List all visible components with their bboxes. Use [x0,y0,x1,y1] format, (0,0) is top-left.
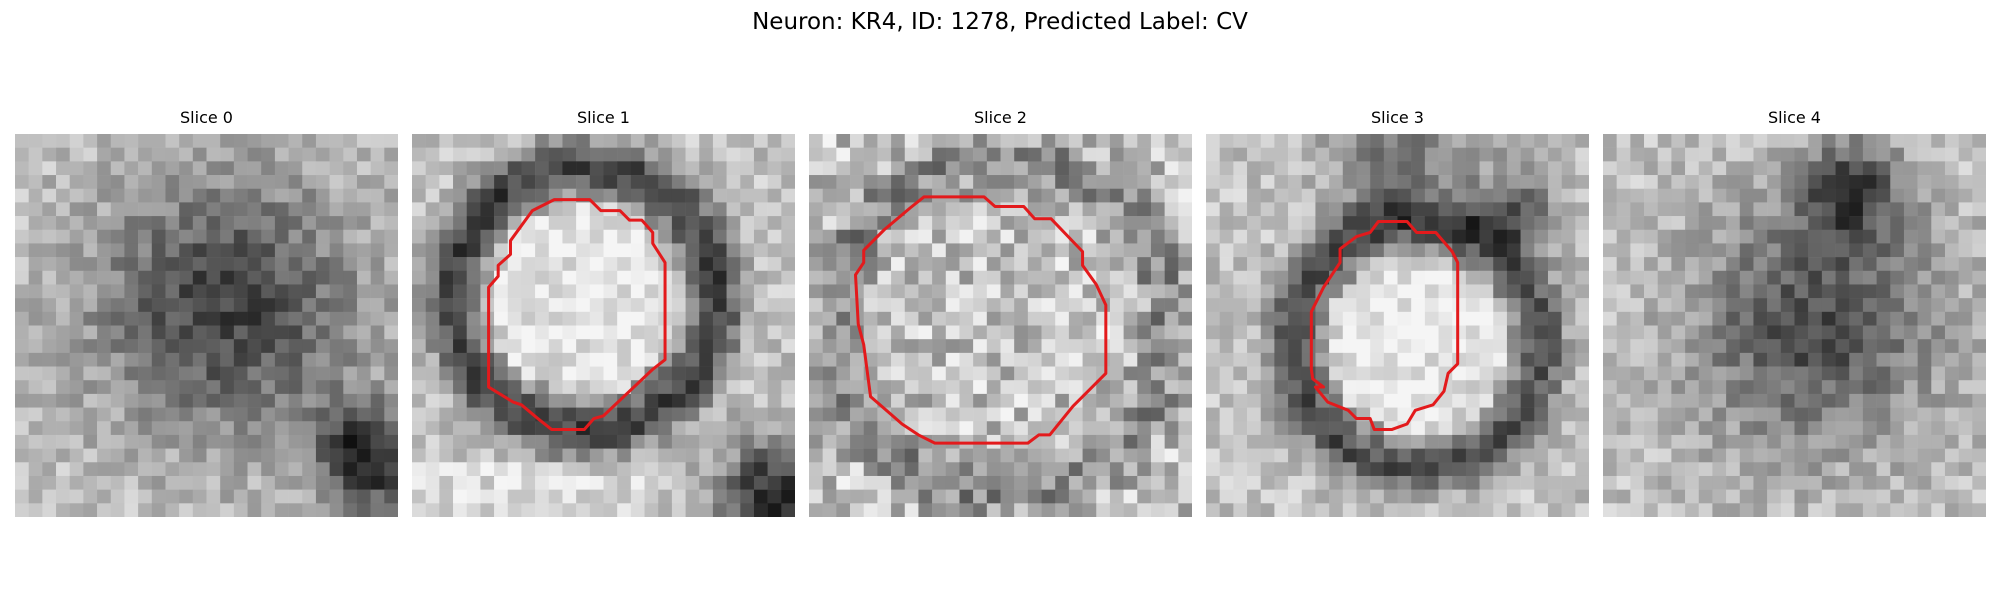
slice-pixel-grid-0 [15,134,398,517]
figure-title: Neuron: KR4, ID: 1278, Predicted Label: … [0,8,2000,36]
slice-image-2 [809,134,1192,517]
slice-image-3 [1206,134,1589,517]
slice-image-4 [1603,134,1986,517]
slice-panel-1: Slice 1 [412,108,795,522]
slice-title-1: Slice 1 [412,108,795,128]
slice-pixel-grid-1 [412,134,795,517]
slice-panel-4: Slice 4 [1603,108,1986,522]
slice-panel-2: Slice 2 [809,108,1192,522]
slice-title-3: Slice 3 [1206,108,1589,128]
slice-title-2: Slice 2 [809,108,1192,128]
slice-image-1 [412,134,795,517]
slice-title-0: Slice 0 [15,108,398,128]
slice-image-0 [15,134,398,517]
slice-title-4: Slice 4 [1603,108,1986,128]
slice-panel-0: Slice 0 [15,108,398,522]
slice-pixel-grid-3 [1206,134,1589,517]
slice-panel-3: Slice 3 [1206,108,1589,522]
slice-pixel-grid-2 [809,134,1192,517]
slice-pixel-grid-4 [1603,134,1986,517]
